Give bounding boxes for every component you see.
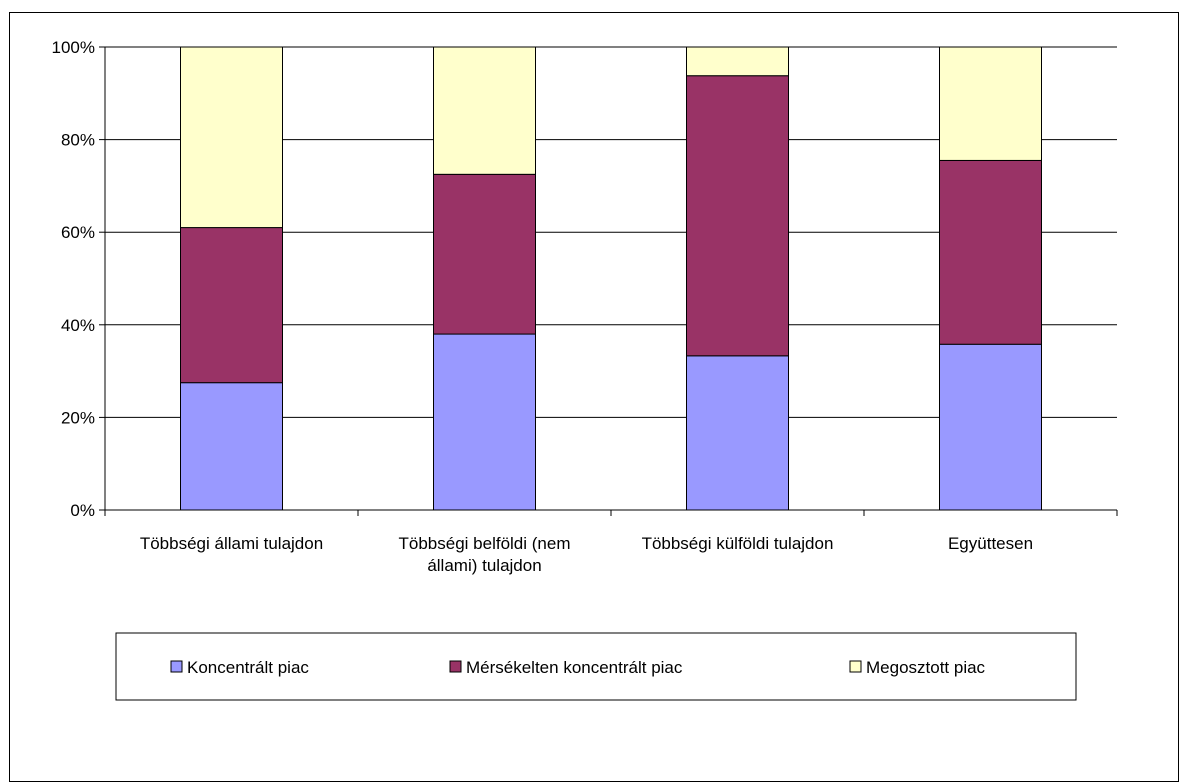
y-tick-labels: 0% 20% 40% 60% 80% 100% [52, 38, 95, 520]
x-category-label: Többségi állami tulajdon [140, 534, 323, 553]
legend-label-koncentralt: Koncentrált piac [187, 658, 309, 677]
bar-segment-2-cat-3 [686, 75, 789, 357]
axes [99, 46, 1118, 516]
legend-swatch-mersekelten [449, 660, 462, 673]
bar-segment-2-cat-4 [939, 159, 1042, 345]
y-tick-label: 100% [52, 38, 95, 57]
legend-label-megosztott: Megosztott piac [866, 658, 986, 677]
bar-segment-3-cat-1 [180, 46, 283, 229]
bar-segment-3-cat-4 [939, 46, 1042, 161]
bar-segment-3-cat-2 [433, 46, 536, 175]
y-tick-label: 80% [61, 131, 95, 150]
bar-segment-1-cat-4 [939, 343, 1042, 511]
bar-segment-1-cat-3 [686, 355, 789, 511]
x-category-labels: Többségi állami tulajdon Többségi belföld… [140, 534, 1033, 575]
legend-label-mersekelten: Mérsékelten koncentrált piac [466, 658, 683, 677]
bar-segment-2-cat-2 [433, 173, 536, 335]
legend-swatch-megosztott [849, 660, 862, 673]
bar-segment-2-cat-1 [180, 227, 283, 384]
y-tick-label: 40% [61, 316, 95, 335]
y-tick-label: 60% [61, 223, 95, 242]
legend-swatch-koncentralt [170, 660, 183, 673]
x-category-label: Együttesen [948, 534, 1033, 553]
y-tick-label: 0% [70, 501, 95, 520]
x-category-label: Többségi belföldi (nem állami) tulajdon [399, 534, 571, 575]
bar-segment-1-cat-2 [433, 333, 536, 511]
legend: Koncentrált piac Mérsékelten koncentrált… [115, 632, 1077, 701]
x-category-label: Többségi külföldi tulajdon [642, 534, 834, 553]
bar-segment-3-cat-3 [686, 46, 789, 77]
bar-segment-1-cat-1 [180, 382, 283, 511]
y-tick-label: 20% [61, 408, 95, 427]
legend-box [115, 632, 1077, 701]
bars [180, 46, 1042, 511]
